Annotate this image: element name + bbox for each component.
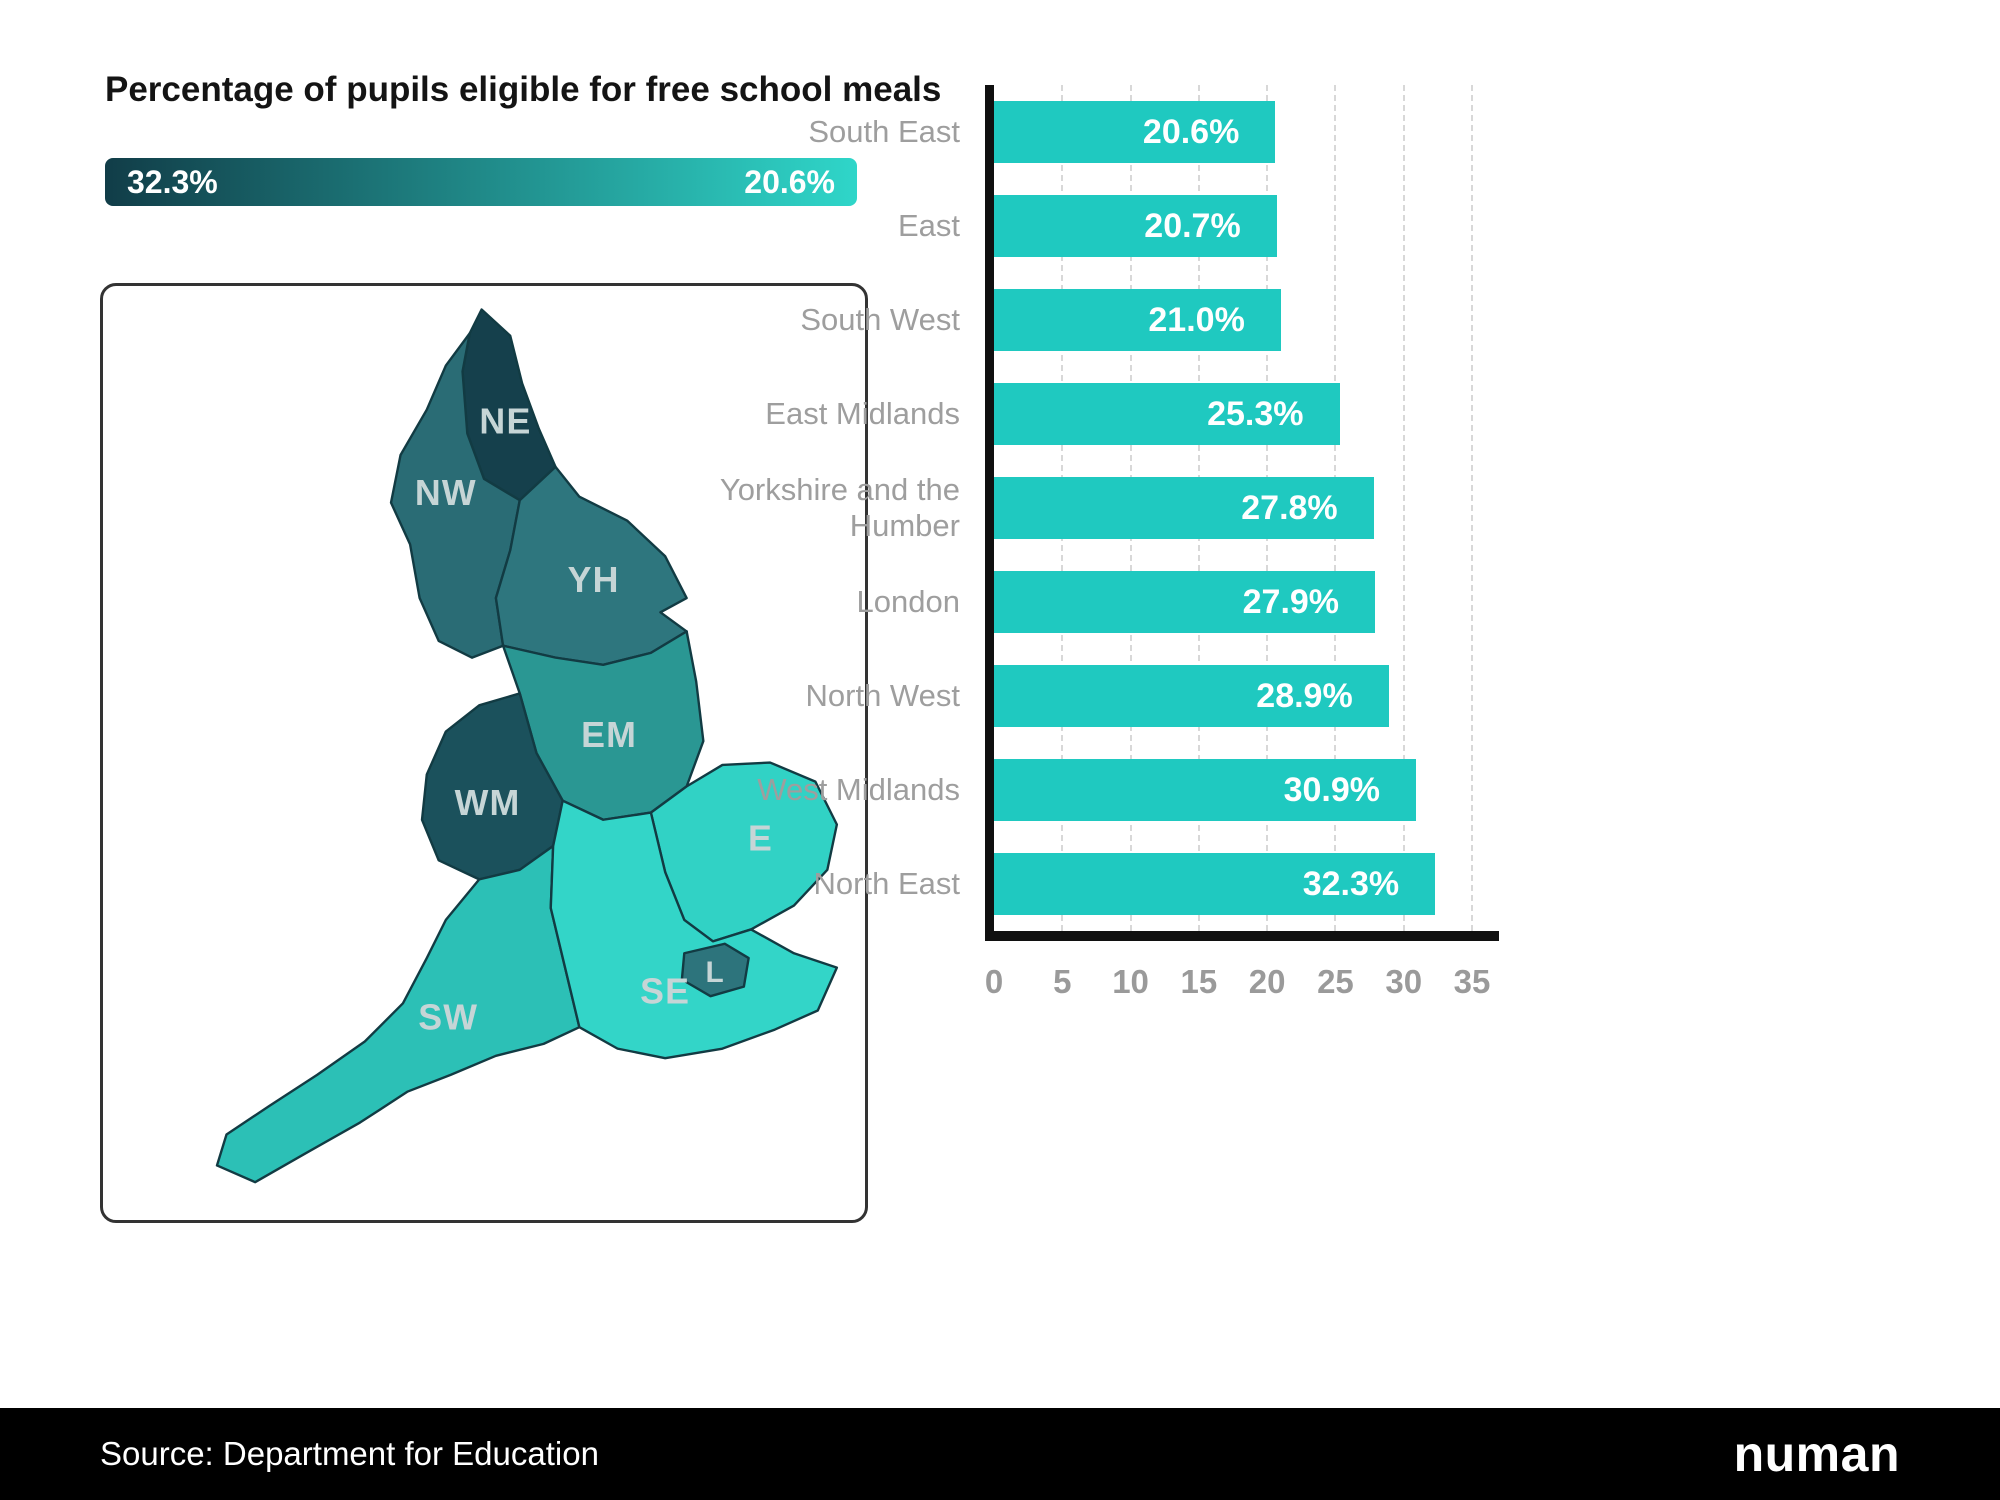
x-axis: 0 5 10 15 20 25 30 35 bbox=[984, 951, 1491, 1021]
bar-rows: South East 20.6% East 20.7% South West 2… bbox=[655, 85, 1515, 931]
bar-row: East 20.7% bbox=[655, 179, 1515, 273]
bar: 20.7% bbox=[994, 195, 1277, 257]
x-tick-label: 35 bbox=[1453, 963, 1491, 1000]
category-label: North West bbox=[805, 678, 960, 714]
bar-value-label: 25.3% bbox=[1207, 394, 1304, 433]
map-region-label-E: E bbox=[748, 819, 773, 859]
bar: 32.3% bbox=[994, 853, 1436, 915]
bar-row: North West 28.9% bbox=[655, 649, 1515, 743]
bar-row: North East 32.3% bbox=[655, 837, 1515, 931]
bar-value-label: 27.8% bbox=[1241, 488, 1338, 527]
bar-chart: South East 20.6% East 20.7% South West 2… bbox=[655, 85, 1515, 1025]
x-tick-label: 25 bbox=[1317, 963, 1354, 1000]
source-text: Source: Department for Education bbox=[100, 1435, 599, 1472]
bar-value-label: 32.3% bbox=[1302, 864, 1400, 903]
map-region-label-YH: YH bbox=[568, 560, 620, 600]
category-label: East bbox=[897, 208, 960, 244]
x-tick-label: 20 bbox=[1248, 963, 1286, 1000]
x-tick-label: 5 bbox=[1053, 963, 1072, 1000]
bar-row: Yorkshire and the Humber 27.8% bbox=[655, 461, 1515, 555]
page-title: Percentage of pupils eligible for free s… bbox=[105, 70, 942, 109]
map-region-label-WM: WM bbox=[455, 783, 521, 823]
bar-row: East Midlands 25.3% bbox=[655, 367, 1515, 461]
bar: 27.8% bbox=[994, 477, 1374, 539]
legend-min-label: 20.6% bbox=[744, 163, 835, 200]
bar-row: West Midlands 30.9% bbox=[655, 743, 1515, 837]
bar: 25.3% bbox=[994, 383, 1340, 445]
bar-row: South West 21.0% bbox=[655, 273, 1515, 367]
map-panel: NE NW YH EM WM E L SE SW bbox=[100, 283, 868, 1223]
map-region-label-L: L bbox=[706, 956, 725, 989]
category-label: London bbox=[856, 584, 960, 620]
bar-value-label: 28.9% bbox=[1256, 676, 1353, 715]
category-label: South East bbox=[808, 114, 960, 150]
bar: 20.6% bbox=[994, 101, 1276, 163]
bar: 21.0% bbox=[994, 289, 1281, 351]
map-region-label-EM: EM bbox=[581, 715, 637, 755]
category-label: West Midlands bbox=[757, 772, 960, 808]
category-label: East Midlands bbox=[765, 396, 960, 432]
map-region-WM bbox=[420, 692, 564, 881]
bar-value-label: 20.6% bbox=[1142, 112, 1240, 151]
legend-max-label: 32.3% bbox=[127, 163, 218, 200]
bar-value-label: 30.9% bbox=[1283, 770, 1380, 809]
numan-logo: numan bbox=[1733, 1426, 1900, 1482]
category-label: Yorkshire and the Humber bbox=[719, 472, 960, 543]
bar-value-label: 20.7% bbox=[1144, 206, 1241, 245]
bar: 30.9% bbox=[994, 759, 1416, 821]
map-region-label-SE: SE bbox=[640, 971, 690, 1011]
bar-value-label: 21.0% bbox=[1148, 300, 1245, 339]
bar: 27.9% bbox=[994, 571, 1376, 633]
bar-row: South East 20.6% bbox=[655, 85, 1515, 179]
map-region-label-NE: NE bbox=[479, 402, 531, 442]
map-region-L bbox=[680, 942, 750, 998]
england-map: NE NW YH EM WM E L SE SW bbox=[215, 308, 839, 1184]
map-region-SE bbox=[549, 799, 839, 1060]
x-tick-label: 15 bbox=[1180, 963, 1218, 1000]
x-tick-label: 0 bbox=[984, 963, 1004, 1000]
map-region-label-SW: SW bbox=[418, 998, 478, 1038]
category-label: North East bbox=[813, 866, 960, 902]
gridline bbox=[1471, 85, 1473, 931]
bar-value-label: 27.9% bbox=[1242, 582, 1340, 621]
x-tick-label: 30 bbox=[1385, 963, 1423, 1000]
x-tick-label: 10 bbox=[1112, 963, 1149, 1000]
map-region-NW bbox=[389, 332, 521, 659]
bar-row: London 27.9% bbox=[655, 555, 1515, 649]
category-label: South West bbox=[800, 302, 960, 338]
map-region-label-NW: NW bbox=[415, 473, 477, 513]
legend-gradient: 32.3% 20.6% bbox=[105, 158, 857, 206]
footer-bar: Source: Department for Education numan bbox=[0, 1408, 2000, 1500]
gridline bbox=[1402, 85, 1405, 931]
map-region-SW bbox=[215, 844, 581, 1184]
bar: 28.9% bbox=[994, 665, 1389, 727]
